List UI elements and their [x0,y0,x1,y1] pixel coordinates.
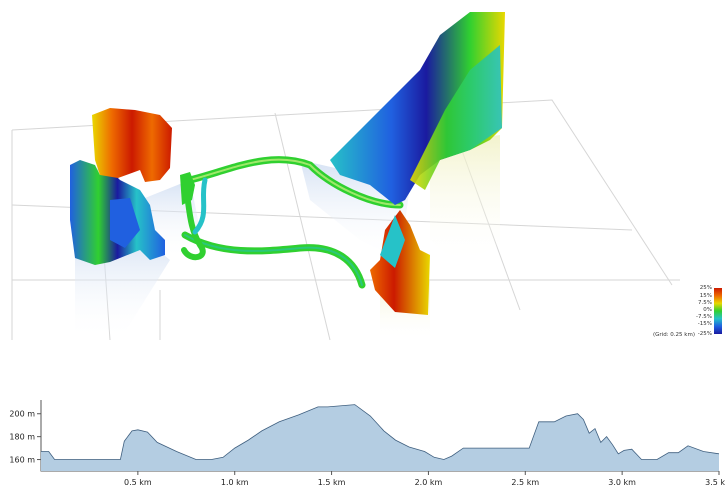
slope-legend: 25% 15% 7.5% 0% -7.5% -15% -25% (Grid: 0… [653,285,725,342]
y-tick-label: 200 m [9,410,35,419]
y-tick-label: 180 m [9,433,35,442]
profile-marks: 0.5 km 1.0 km 1.5 km 2.0 km 2.5 km 3.0 km 3.5 … [9,410,725,487]
legend-color-bar [714,288,722,334]
legend-label: 15% [699,293,712,299]
legend-label: 25% [699,285,712,291]
x-tick-label: 1.0 km [221,478,249,487]
legend-label: -7.5% [696,314,712,320]
right-walls [330,12,505,315]
legend-label: -15% [697,321,712,327]
x-tick-label: 2.5 km [511,478,539,487]
x-tick-label: 3.0 km [608,478,636,487]
legend-label: -25% [697,331,712,337]
x-tick-label: 1.5 km [318,478,346,487]
profile-line [41,404,720,460]
legend-label: 0% [703,307,712,313]
track-ribbon [181,156,404,289]
elevation-profile-chart[interactable]: 0.5 km 1.0 km 1.5 km 2.0 km 2.5 km 3.0 km 3.5 … [0,395,725,489]
elevation-3d-view[interactable] [0,0,725,345]
y-tick-label: 160 m [9,456,35,465]
legend-grid-note: (Grid: 0.25 km) [653,332,695,338]
legend-label: 7.5% [698,300,712,306]
left-walls [70,108,195,265]
x-tick-label: 2.0 km [415,478,443,487]
profile-area [41,404,719,471]
x-tick-label: 3.5 km [705,478,725,487]
x-tick-label: 0.5 km [124,478,152,487]
